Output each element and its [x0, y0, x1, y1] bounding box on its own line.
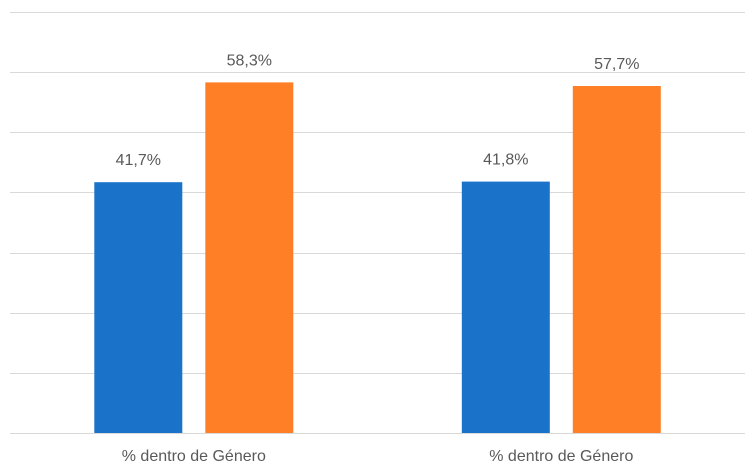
bar-series-1-category-1: [94, 182, 183, 433]
data-label: 57,7%: [594, 56, 639, 73]
category-label: % dentro de Género: [489, 448, 633, 465]
data-label: 41,8%: [483, 152, 528, 169]
data-label: 41,7%: [116, 152, 161, 169]
bar-series-1-category-2: [461, 181, 550, 433]
x-axis: % dentro de Género % dentro de Género: [122, 448, 634, 465]
bar-series-2-category-2: [572, 86, 661, 433]
category-label: % dentro de Género: [122, 448, 266, 465]
bar-series-2-category-1: [205, 82, 294, 434]
data-labels: 41,7% 58,3% 41,8% 57,7%: [116, 52, 640, 169]
bars: [94, 82, 661, 434]
data-label: 58,3%: [227, 52, 272, 69]
